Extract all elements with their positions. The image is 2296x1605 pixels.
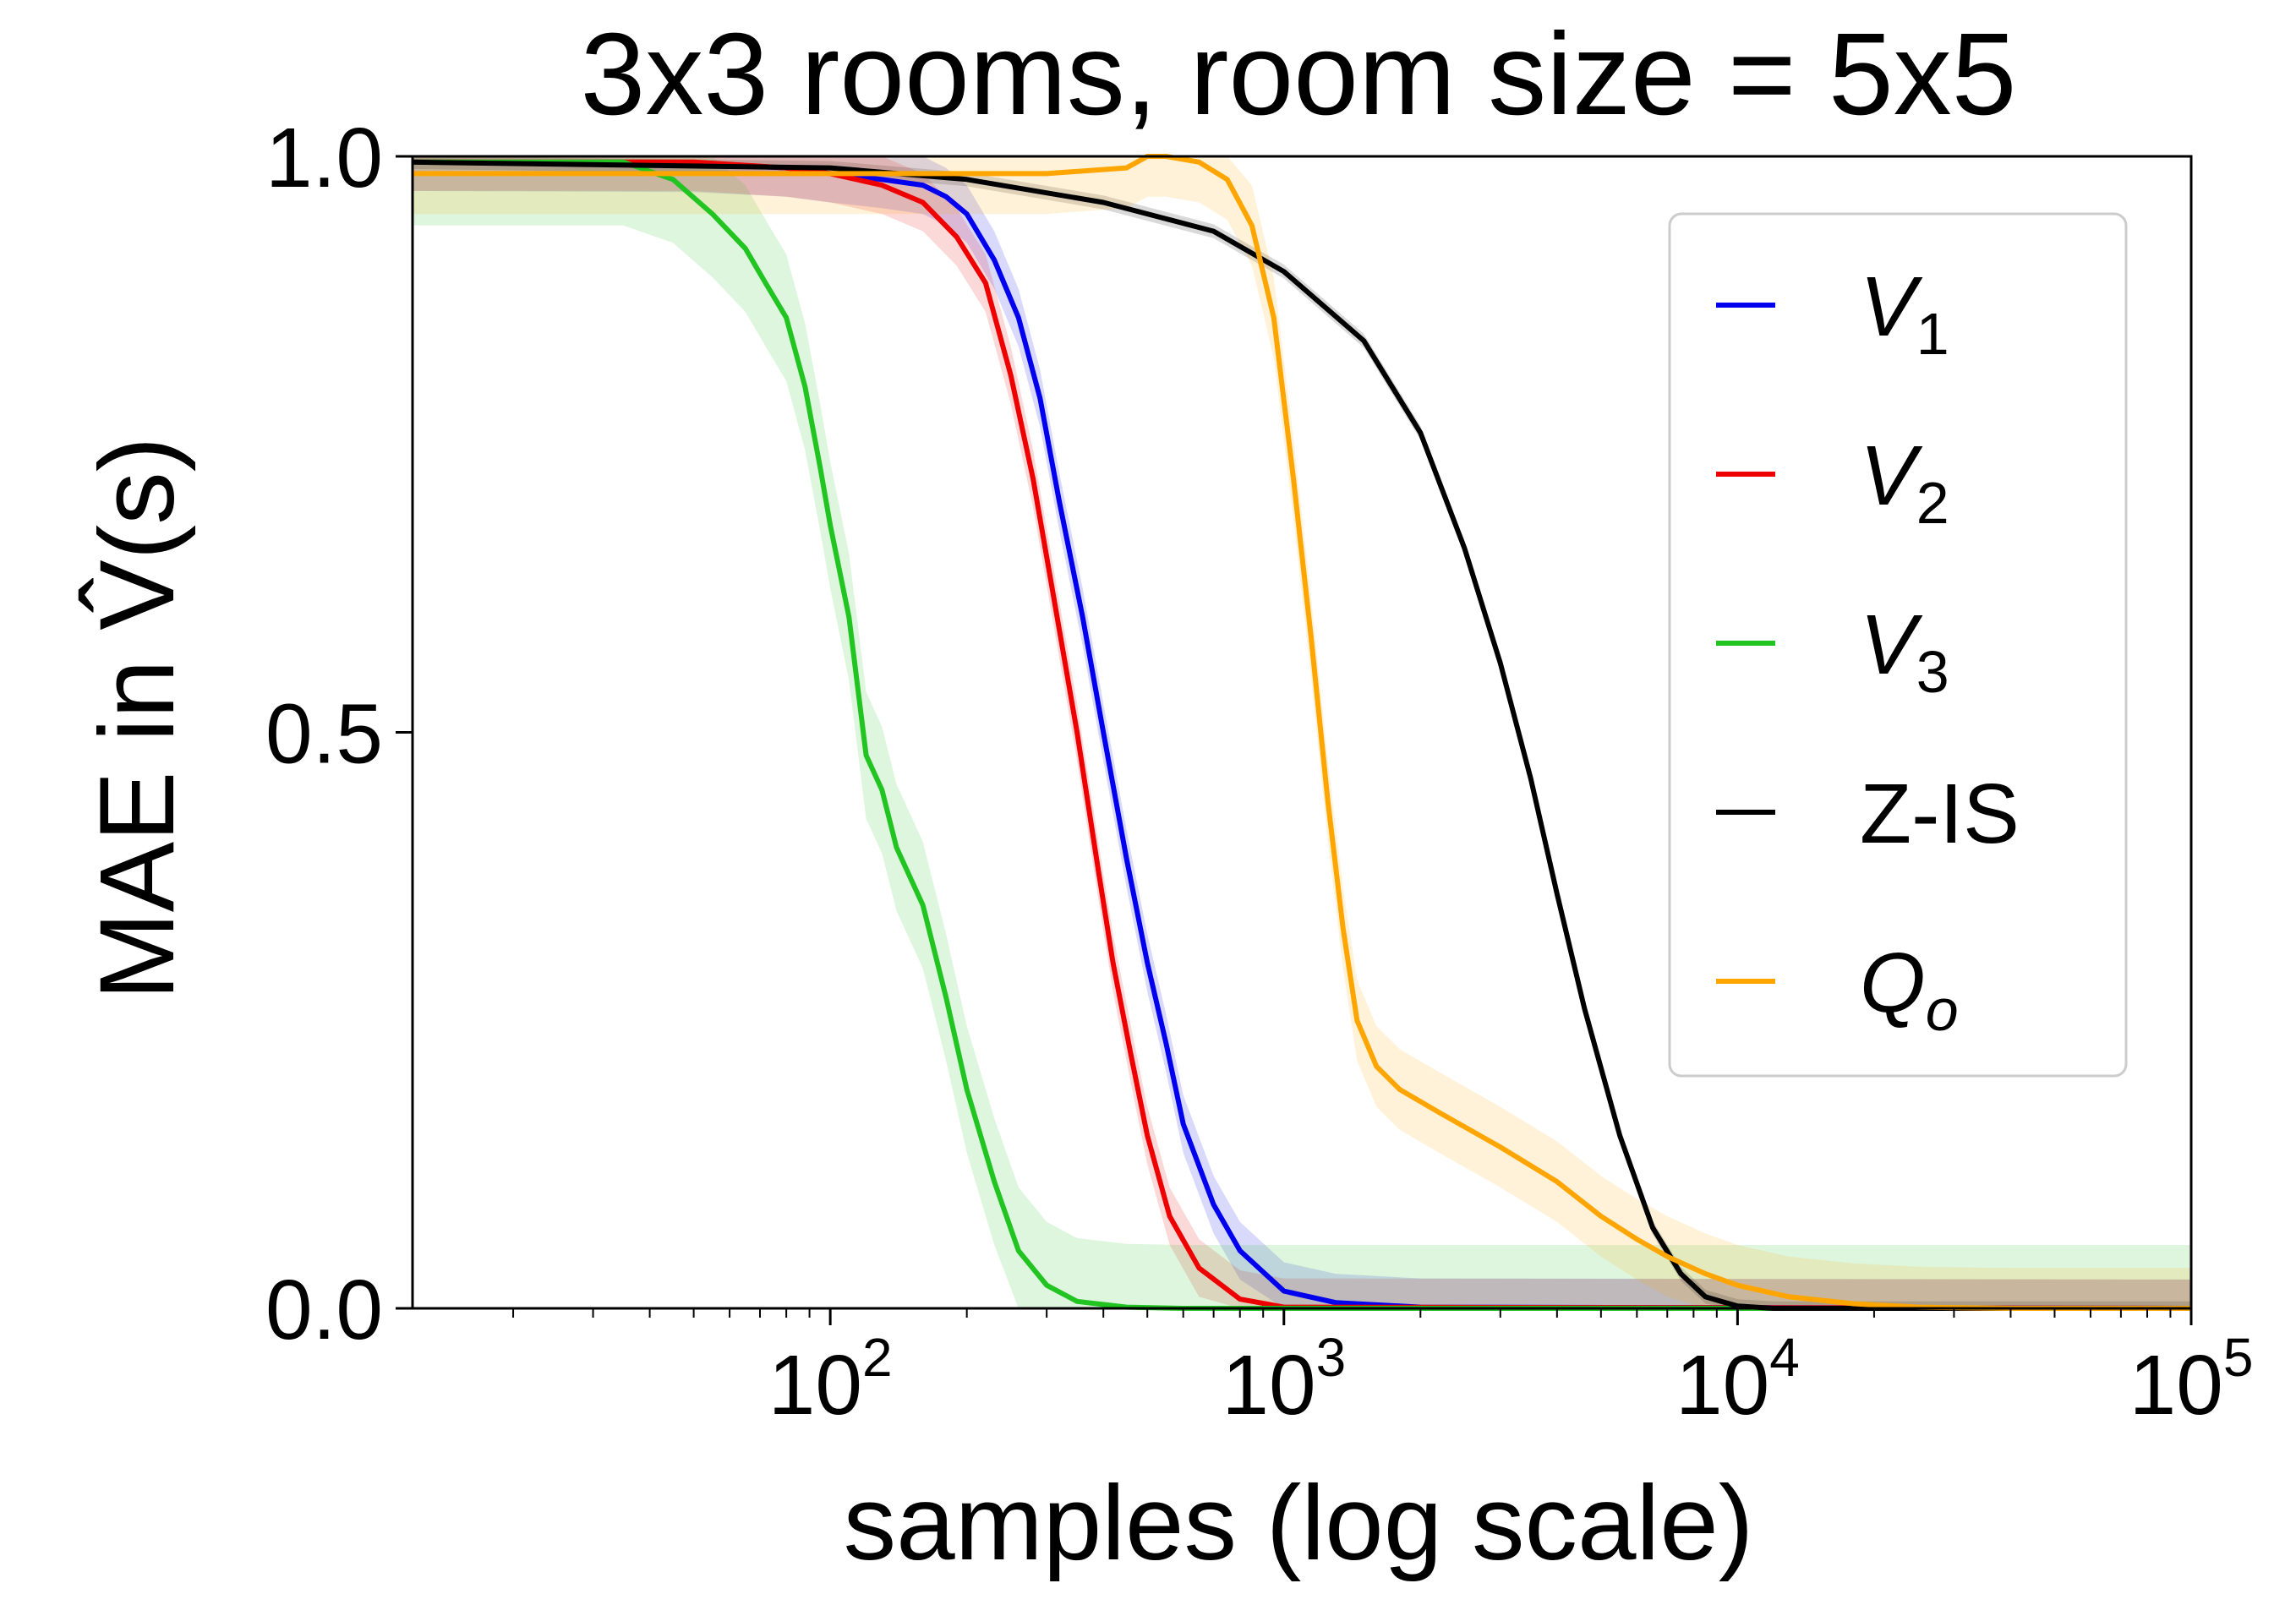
x-tick-label: 102 — [768, 1327, 893, 1433]
x-axis-label: samples (log scale) — [844, 1465, 1754, 1582]
legend-label-4: Z-IS — [1860, 767, 2020, 861]
chart-title: 3x3 rooms, room size = 5x5 — [581, 9, 2017, 139]
y-axis-ticks: 0.0 0.5 1.0 — [265, 111, 413, 1357]
x-axis-ticks: 102 103 104 105 — [512, 1308, 2254, 1433]
y-tick-label: 1.0 — [265, 111, 383, 205]
series-line-4 — [412, 159, 2191, 1311]
series-line-1 — [412, 159, 2192, 1311]
y-tick-label: 0.5 — [265, 687, 383, 782]
legend-label-5: Qo — [1860, 936, 1959, 1043]
legend: V1 V2 V3 Z-IS Qo — [1668, 212, 2128, 1078]
legend-label-3: V3 — [1860, 598, 1949, 705]
x-tick-label: 105 — [2129, 1327, 2254, 1433]
x-tick-label: 104 — [1676, 1327, 1800, 1433]
y-tick-label: 0.0 — [265, 1263, 383, 1357]
x-tick-label: 103 — [1222, 1327, 1346, 1433]
y-axis-label: MAE in V̂(s) — [79, 437, 196, 1001]
legend-label-2: V2 — [1860, 429, 1949, 536]
legend-box — [1668, 212, 2128, 1078]
series-line-2 — [413, 159, 2192, 1311]
series-line-3 — [413, 159, 2191, 1311]
legend-label-1: V1 — [1860, 259, 1949, 367]
